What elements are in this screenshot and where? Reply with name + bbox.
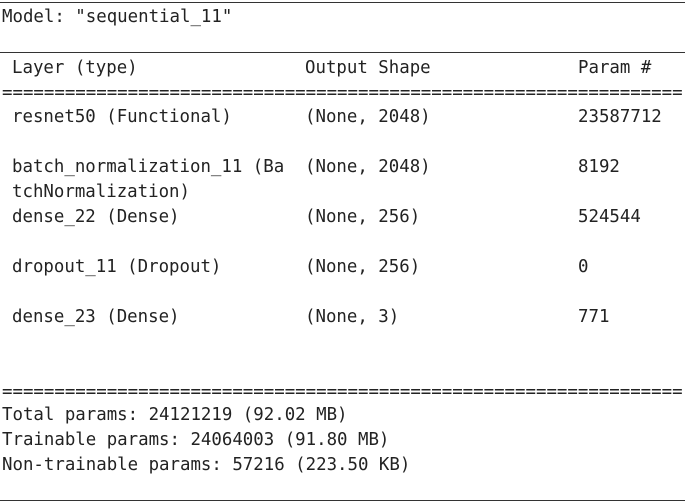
rule bbox=[0, 2, 685, 3]
header-cell: Param # bbox=[578, 58, 652, 78]
header-cell: Layer (type) bbox=[12, 58, 138, 78]
shape-cell: (None, 2048) bbox=[305, 107, 431, 127]
total-line: Trainable params: 24064003 (91.80 MB) bbox=[2, 430, 390, 450]
rule bbox=[0, 500, 685, 501]
total-line: Non-trainable params: 57216 (223.50 KB) bbox=[2, 455, 411, 475]
param-cell: 8192 bbox=[578, 157, 620, 177]
shape-cell: (None, 2048) bbox=[305, 157, 431, 177]
layer-cell: dense_22 (Dense) bbox=[12, 207, 180, 227]
shape-cell: (None, 256) bbox=[305, 257, 421, 277]
layer-cell: dense_23 (Dense) bbox=[12, 307, 180, 327]
shape-cell: (None, 3) bbox=[305, 307, 400, 327]
param-cell: 0 bbox=[578, 257, 589, 277]
param-cell: 524544 bbox=[578, 207, 641, 227]
layer-cell: dropout_11 (Dropout) bbox=[12, 257, 222, 277]
separator: ========================================… bbox=[2, 83, 683, 103]
total-line: Total params: 24121219 (92.02 MB) bbox=[2, 405, 348, 425]
layer-cell: tchNormalization) bbox=[12, 182, 190, 202]
header-cell: Output Shape bbox=[305, 58, 431, 78]
separator: ========================================… bbox=[2, 382, 683, 402]
model-name: Model: "sequential_11" bbox=[2, 7, 233, 27]
param-cell: 23587712 bbox=[578, 107, 662, 127]
layer-cell: batch_normalization_11 (Ba bbox=[12, 157, 285, 177]
layer-cell: resnet50 (Functional) bbox=[12, 107, 232, 127]
param-cell: 771 bbox=[578, 307, 610, 327]
rule bbox=[0, 52, 685, 53]
shape-cell: (None, 256) bbox=[305, 207, 421, 227]
